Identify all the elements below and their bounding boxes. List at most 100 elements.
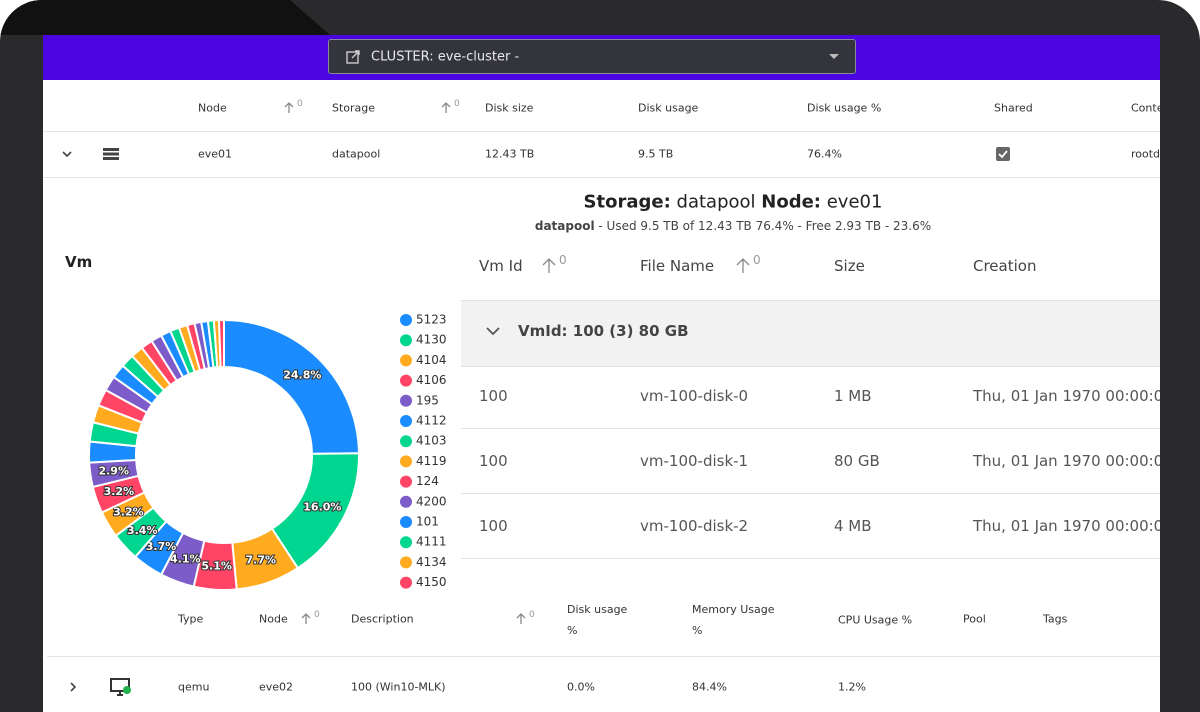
cell: 84.4% — [692, 680, 727, 694]
cell: qemu — [178, 680, 210, 694]
pie-slice — [217, 318, 225, 369]
legend-label: 4103 — [416, 434, 447, 448]
cell: 100 — [479, 517, 508, 535]
cell: vm-100-disk-1 — [640, 452, 749, 470]
vm-icon — [110, 678, 131, 696]
legend-dot — [400, 354, 412, 367]
legend-dot — [400, 495, 412, 508]
cell: 100 — [479, 452, 508, 470]
cell: Thu, 01 Jan 1970 00:00:00 — [973, 452, 1160, 470]
sort-count: 0 — [314, 610, 320, 620]
slice-label: 2.9% — [98, 464, 129, 477]
legend-dot — [400, 415, 412, 427]
sort-arrow — [301, 613, 311, 624]
summary-name: datapool — [534, 219, 595, 233]
column-header: Memory Usage % — [692, 603, 775, 637]
column-header: Vm Id — [479, 257, 523, 275]
column-header: Disk usage — [638, 101, 699, 115]
group-label: VmId: 100 (3) 80 GB — [518, 322, 689, 340]
dropdown-caret — [829, 54, 839, 59]
cluster-select[interactable]: CLUSTER: eve-cluster - — [328, 39, 856, 74]
legend-dot — [400, 576, 412, 589]
legend-label: 4150 — [416, 575, 447, 589]
legend-dot — [400, 374, 412, 387]
row-divider — [461, 428, 1160, 429]
cell: vm-100-disk-0 — [640, 387, 749, 405]
cell: rootdir — [1131, 147, 1160, 161]
legend-dot — [400, 394, 412, 407]
screen: CLUSTER: eve-cluster - Storage: datapool… — [43, 35, 1160, 712]
expand-toggle[interactable] — [61, 148, 73, 160]
slice-label: 3.4% — [127, 524, 158, 537]
cell: Thu, 01 Jan 1970 00:00:00 — [973, 387, 1160, 405]
legend-dot — [400, 334, 412, 347]
legend-dot — [400, 556, 412, 569]
cell: 1.2% — [838, 680, 866, 694]
sort-arrow — [441, 102, 451, 113]
storage-label: Storage: — [583, 191, 671, 213]
shared-checkbox — [996, 147, 1010, 161]
cell: Thu, 01 Jan 1970 00:00:00 — [973, 517, 1160, 535]
legend-dot — [400, 455, 412, 468]
legend-dot — [400, 516, 412, 528]
slice-label: 3.7% — [146, 540, 177, 553]
row-divider — [47, 656, 1160, 657]
sort-count: 0 — [297, 99, 303, 109]
legend-label: 4200 — [416, 494, 447, 508]
node-label: Node: — [761, 191, 821, 213]
cell: eve01 — [198, 147, 233, 161]
legend-label: 4112 — [416, 414, 447, 428]
column-header: Storage — [332, 101, 376, 115]
chart-title: Vm — [65, 253, 93, 271]
cell: 4 MB — [834, 517, 872, 535]
legend-label: 4130 — [416, 333, 447, 347]
column-header: Node — [198, 101, 227, 115]
cell: 76.4% — [807, 147, 842, 161]
sort-count: 0 — [529, 610, 535, 620]
legend-dot — [400, 475, 412, 488]
cell: eve02 — [259, 680, 294, 694]
column-header: CPU Usage % — [838, 613, 913, 627]
legend-label: 4106 — [416, 373, 447, 387]
detail-summary: datapool - Used 9.5 TB of 12.43 TB 76.4%… — [535, 219, 931, 233]
sort-count: 0 — [753, 253, 761, 267]
cluster-label: CLUSTER: eve-cluster - — [371, 49, 520, 65]
cell: 100 — [479, 387, 508, 405]
column-header: Content — [1131, 101, 1160, 115]
node-name: eve01 — [826, 191, 883, 213]
donut-chart: 24.8% 16.0% 7.7% 5.1%4.1%3.7% 3.4% 3.2% 3.2% 2.… — [88, 313, 447, 591]
slice-label: 16.0% — [303, 500, 341, 513]
expand-toggle[interactable] — [485, 325, 501, 337]
column-header: Disk size — [485, 101, 534, 115]
sort-arrow — [516, 613, 526, 624]
column-header: File Name — [640, 257, 715, 275]
sort-arrow — [542, 258, 556, 273]
column-header: Shared — [994, 101, 1033, 115]
slice-label: 7.7% — [246, 553, 277, 566]
cell: 12.43 TB — [485, 147, 535, 161]
legend-label: 4111 — [416, 535, 447, 549]
column-header: Tags — [1043, 612, 1068, 626]
column-header: Disk usage % — [807, 101, 882, 115]
expand-toggle[interactable] — [67, 681, 79, 693]
sort-count: 0 — [454, 99, 460, 109]
legend-label: 5123 — [416, 313, 447, 327]
column-header: Type — [178, 612, 204, 626]
column-header: Node — [259, 612, 288, 626]
sort-arrow — [284, 102, 294, 113]
sort-arrow — [736, 258, 750, 273]
storage-icon — [103, 148, 119, 160]
cell: 1 MB — [834, 387, 872, 405]
cell: 100 (Win10-MLK) — [351, 680, 446, 694]
group-row — [461, 300, 1160, 367]
cell: 0.0% — [567, 680, 595, 694]
cell: 9.5 TB — [638, 147, 674, 161]
column-header: Pool — [963, 612, 986, 626]
row-divider — [43, 131, 1160, 132]
sort-count: 0 — [559, 253, 567, 267]
column-header: Creation — [973, 257, 1037, 275]
column-header: Disk usage % — [567, 603, 628, 637]
legend-label: 4104 — [416, 353, 447, 367]
